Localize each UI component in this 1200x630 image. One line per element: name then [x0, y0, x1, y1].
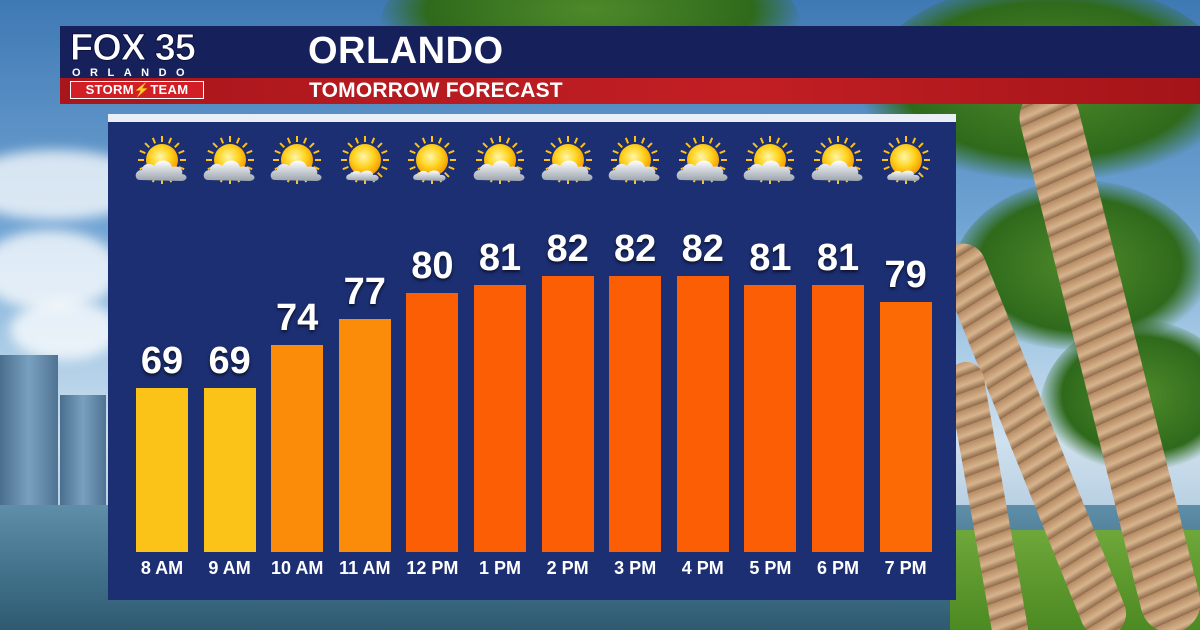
hour-tick-label: 10 AM	[271, 558, 324, 578]
building	[60, 395, 106, 505]
temperature-value: 77	[343, 271, 386, 314]
temperature-value: 79	[884, 253, 927, 296]
hour-tick-label: 5 PM	[749, 558, 792, 578]
temperature-bar	[676, 276, 729, 552]
partly-cloudy-icon	[267, 134, 327, 194]
temperature-value: 69	[140, 340, 184, 383]
cloud	[0, 230, 120, 310]
mostly-sunny-icon	[402, 134, 462, 194]
partly-cloudy-icon	[605, 134, 665, 194]
temperature-value: 81	[816, 236, 860, 279]
temperature-bar	[541, 276, 594, 552]
page-title: ORLANDO	[308, 30, 504, 72]
building	[0, 355, 58, 505]
hour-tick-label: 6 PM	[816, 558, 859, 578]
partly-cloudy-icon	[470, 134, 530, 194]
partly-cloudy-icon	[132, 134, 192, 194]
temperature-bar	[609, 276, 662, 552]
logo-brand: FOX 35	[70, 27, 197, 70]
hour-tick-label: 1 PM	[478, 558, 521, 578]
header-bar	[60, 26, 1200, 78]
temperature-value: 82	[546, 228, 589, 270]
hour-tick-label: 4 PM	[681, 558, 724, 578]
hour-tick-label: 3 PM	[614, 558, 657, 578]
temperature-value: 81	[749, 236, 792, 279]
partly-cloudy-icon	[740, 134, 800, 194]
partly-cloudy-icon	[673, 134, 733, 194]
partly-cloudy-icon	[200, 134, 260, 194]
hour-tick-label: 7 PM	[884, 558, 927, 578]
temperature-value: 82	[614, 228, 657, 270]
temperature-bar	[136, 388, 188, 552]
temperature-bar	[406, 293, 459, 552]
chart-plot-area: 69 8 AM 69 9 AM 74 10 AM 77 11 AM 80 12 PM 81 1 PM 8…	[108, 122, 956, 600]
temperature-value: 69	[208, 340, 251, 383]
temperature-bar	[271, 345, 324, 552]
mostly-sunny-icon	[876, 134, 936, 194]
temperature-value: 81	[478, 236, 522, 279]
hour-tick-label: 12 PM	[406, 558, 459, 578]
mostly-sunny-icon	[335, 134, 395, 194]
hour-tick-label: 2 PM	[546, 558, 589, 578]
partly-cloudy-icon	[808, 134, 868, 194]
hour-tick-label: 8 AM	[140, 558, 184, 578]
temperature-value: 80	[411, 245, 454, 288]
temperature-bar	[338, 319, 391, 552]
temperature-value: 74	[276, 297, 319, 339]
logo-city: ORLANDO	[72, 67, 195, 79]
page-subtitle: TOMORROW FORECAST	[309, 79, 563, 102]
temperature-bar	[203, 388, 256, 552]
logo-team: STORM⚡TEAM	[70, 81, 204, 99]
temperature-bar	[744, 284, 797, 552]
partly-cloudy-icon	[538, 134, 598, 194]
temperature-bar	[812, 284, 864, 552]
temperature-value: 82	[681, 228, 724, 270]
fox35-logo: FOX 35 ORLANDO STORM⚡TEAM	[64, 27, 206, 101]
cloud	[10, 300, 120, 360]
temperature-bar	[879, 301, 932, 552]
hour-tick-label: 9 AM	[208, 558, 251, 578]
forecast-chart: 69 8 AM 69 9 AM 74 10 AM 77 11 AM 80 12 PM 81 1 PM 8…	[108, 114, 956, 600]
hour-tick-label: 11 AM	[339, 558, 391, 578]
temperature-bar	[474, 284, 526, 552]
subheader-bar	[60, 78, 1200, 104]
